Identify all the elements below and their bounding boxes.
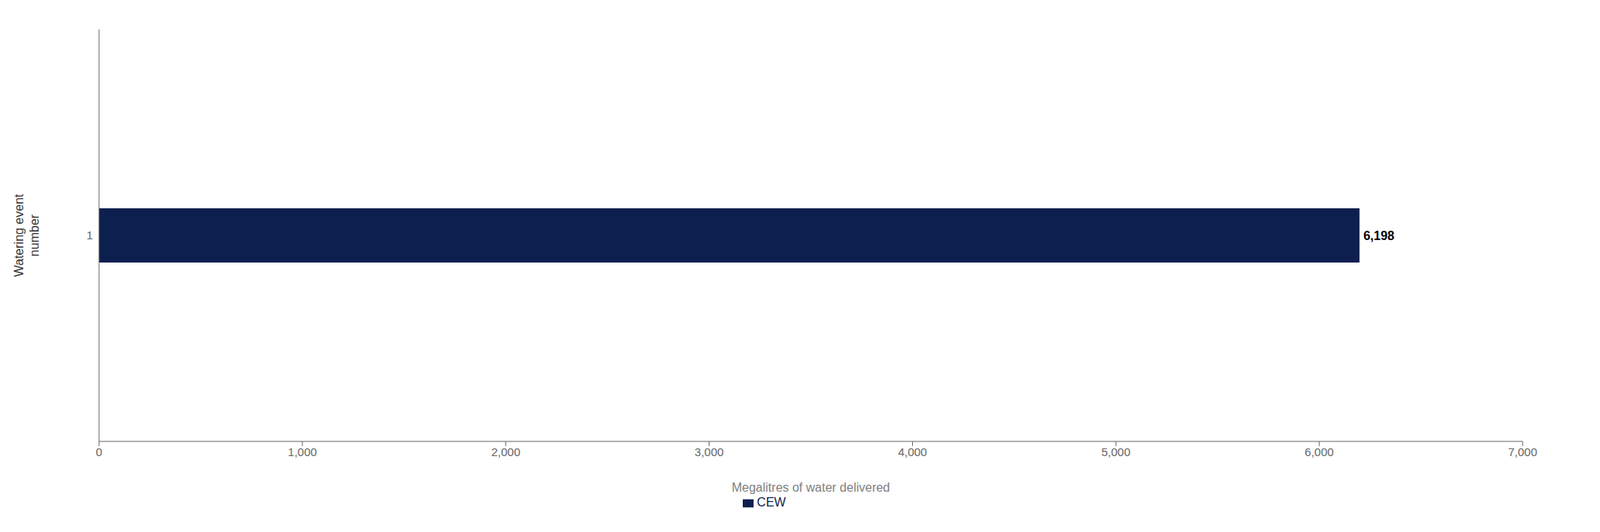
svg-text:1,000: 1,000 <box>287 444 318 459</box>
svg-text:5,000: 5,000 <box>1101 444 1132 459</box>
svg-text:3,000: 3,000 <box>694 444 725 459</box>
svg-text:4,000: 4,000 <box>898 444 928 459</box>
svg-text:1: 1 <box>86 228 93 242</box>
svg-text:2,000: 2,000 <box>491 444 521 459</box>
svg-text:6,198: 6,198 <box>1363 229 1395 243</box>
svg-text:7,000: 7,000 <box>1507 444 1538 459</box>
svg-text:Megalitres of water delivered: Megalitres of water delivered <box>731 480 891 494</box>
html-text:CEW: CEW <box>756 495 786 509</box>
svg-text:Watering eventnumber: Watering eventnumber <box>12 193 42 277</box>
svg-text:6,000: 6,000 <box>1304 444 1334 459</box>
svg-text:0: 0 <box>95 444 103 459</box>
